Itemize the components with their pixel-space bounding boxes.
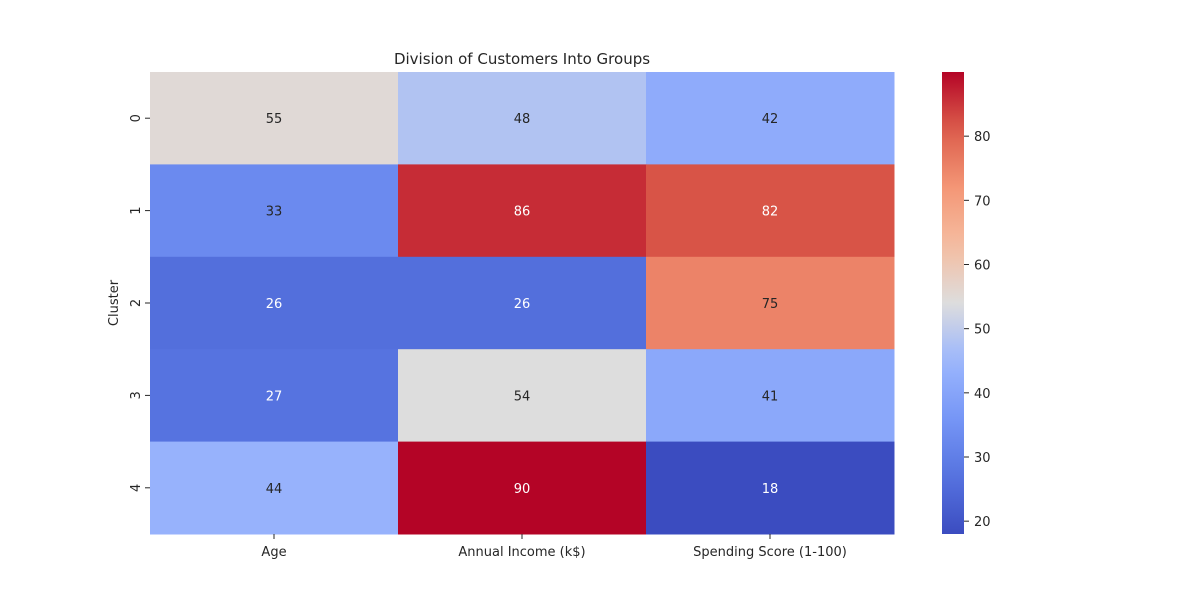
cell-value-label: 26: [266, 297, 283, 312]
heatmap-cells: 55 48 42 33 86 82 26 26 75 27 54 41 44 90 18: [150, 72, 895, 535]
y-axis-label: Cluster: [107, 279, 122, 326]
y-tick-label: 4: [129, 484, 144, 492]
colorbar-tick-label: 80: [974, 130, 991, 145]
x-tick-label: Annual Income (k$): [458, 545, 585, 560]
cell-value-label: 33: [266, 205, 283, 220]
y-tick-label: 0: [129, 114, 144, 122]
cell-value-label: 27: [266, 389, 283, 404]
colorbar-tick-label: 40: [974, 387, 991, 402]
x-axis-ticks: Age Annual Income (k$) Spending Score (1-1…: [261, 534, 847, 560]
heatmap-cell: [150, 72, 399, 165]
heatmap-cell: [150, 349, 399, 443]
heatmap-cell: [150, 441, 399, 535]
heatmap-cell: [150, 256, 399, 350]
colorbar-tick-label: 50: [974, 323, 991, 338]
heatmap-cell: [646, 256, 895, 350]
cell-value-label: 54: [514, 389, 531, 404]
heatmap-cell: [398, 72, 647, 165]
cell-value-label: 82: [762, 205, 779, 220]
cell-value-label: 41: [762, 389, 779, 404]
heatmap-cell: [646, 72, 895, 165]
heatmap-cell: [398, 164, 647, 258]
cell-value-label: 90: [514, 482, 531, 497]
heatmap-cell: [150, 164, 399, 258]
x-tick-label: Spending Score (1-100): [693, 545, 847, 560]
cell-value-label: 42: [762, 112, 779, 127]
cell-value-label: 48: [514, 112, 531, 127]
colorbar-tick-label: 60: [974, 259, 991, 274]
colorbar-tick-label: 20: [974, 515, 991, 530]
colorbar-tick-label: 30: [974, 451, 991, 466]
colorbar-ticks: 20 30 40 50 60 70 80: [964, 130, 991, 530]
cell-value-label: 44: [266, 482, 283, 497]
cell-value-label: 75: [762, 297, 779, 312]
x-tick-label: Age: [261, 545, 286, 560]
cell-value-label: 55: [266, 112, 283, 127]
cell-value-label: 26: [514, 297, 531, 312]
cell-value-label: 86: [514, 205, 531, 220]
heatmap-cell: [646, 441, 895, 535]
chart-title: Division of Customers Into Groups: [394, 50, 650, 68]
y-tick-label: 2: [129, 299, 144, 307]
heatmap-cell: [398, 441, 647, 535]
heatmap-cell: [646, 349, 895, 443]
y-tick-label: 3: [129, 391, 144, 399]
cell-value-label: 18: [762, 482, 779, 497]
y-tick-label: 1: [129, 206, 144, 214]
heatmap-cell: [646, 164, 895, 258]
heatmap-cell: [398, 256, 647, 350]
y-axis-ticks: 0 1 2 3 4: [129, 114, 150, 492]
heatmap-cell: [398, 349, 647, 443]
colorbar-tick-label: 70: [974, 194, 991, 209]
colorbar: [942, 72, 964, 534]
